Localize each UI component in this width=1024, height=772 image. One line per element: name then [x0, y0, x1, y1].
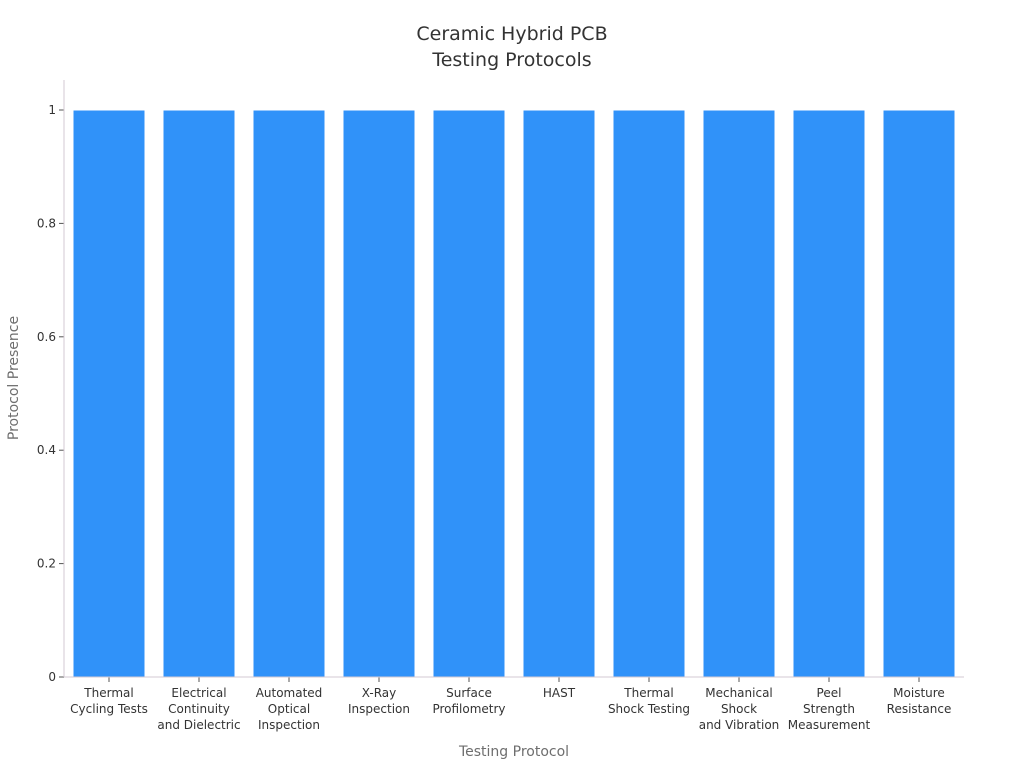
bar-4 — [342, 109, 416, 678]
x-tick-label-1: Thermal Cycling Tests — [70, 686, 148, 716]
bar-2 — [162, 109, 236, 678]
x-tick-label-7: Thermal Shock Testing — [608, 686, 690, 716]
bar-6 — [522, 109, 596, 678]
x-axis-title: Testing Protocol — [458, 744, 569, 760]
x-tick-label-2: Electrical Continuity and Dielectric — [157, 686, 240, 732]
y-axis-title: Protocol Presence — [6, 316, 22, 440]
bar-5 — [432, 109, 506, 678]
bar-10 — [882, 109, 956, 678]
x-tick-label-4: X-Ray Inspection — [348, 686, 410, 716]
x-tick-label-5: Surface Profilometry — [432, 686, 505, 716]
y-tick-label-1: 0.2 — [37, 557, 56, 571]
chart-title-line-1: Ceramic Hybrid PCB — [416, 23, 607, 45]
y-axis-ticks: 0 0.2 0.4 0.6 0.8 1 — [37, 103, 64, 684]
bar-9 — [792, 109, 866, 678]
x-tick-label-3: Automated Optical Inspection — [256, 686, 323, 732]
bar-3 — [252, 109, 326, 678]
x-tick-label-6: HAST — [543, 686, 576, 700]
bar-8 — [702, 109, 776, 678]
x-axis-ticks: Thermal Cycling Tests Electrical Continuity… — [70, 677, 951, 732]
bars — [72, 109, 956, 678]
bar-1 — [72, 109, 146, 678]
x-tick-label-8: Mechanical Shock and Vibration — [699, 686, 780, 732]
y-tick-label-0: 0 — [48, 670, 56, 684]
y-tick-label-5: 1 — [48, 103, 56, 117]
x-tick-label-10: Moisture Resistance — [887, 686, 952, 716]
chart-title-line-2: Testing Protocols — [431, 49, 591, 71]
y-tick-label-3: 0.6 — [37, 330, 56, 344]
bar-7 — [612, 109, 686, 678]
y-tick-label-2: 0.4 — [37, 443, 56, 457]
x-tick-label-9: Peel Strength Measurement — [788, 686, 871, 732]
y-tick-label-4: 0.8 — [37, 216, 56, 230]
